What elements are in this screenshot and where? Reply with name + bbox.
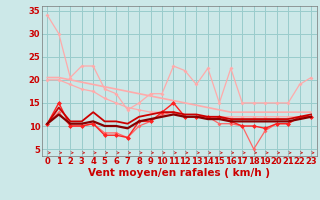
X-axis label: Vent moyen/en rafales ( km/h ): Vent moyen/en rafales ( km/h ) [88, 168, 270, 178]
